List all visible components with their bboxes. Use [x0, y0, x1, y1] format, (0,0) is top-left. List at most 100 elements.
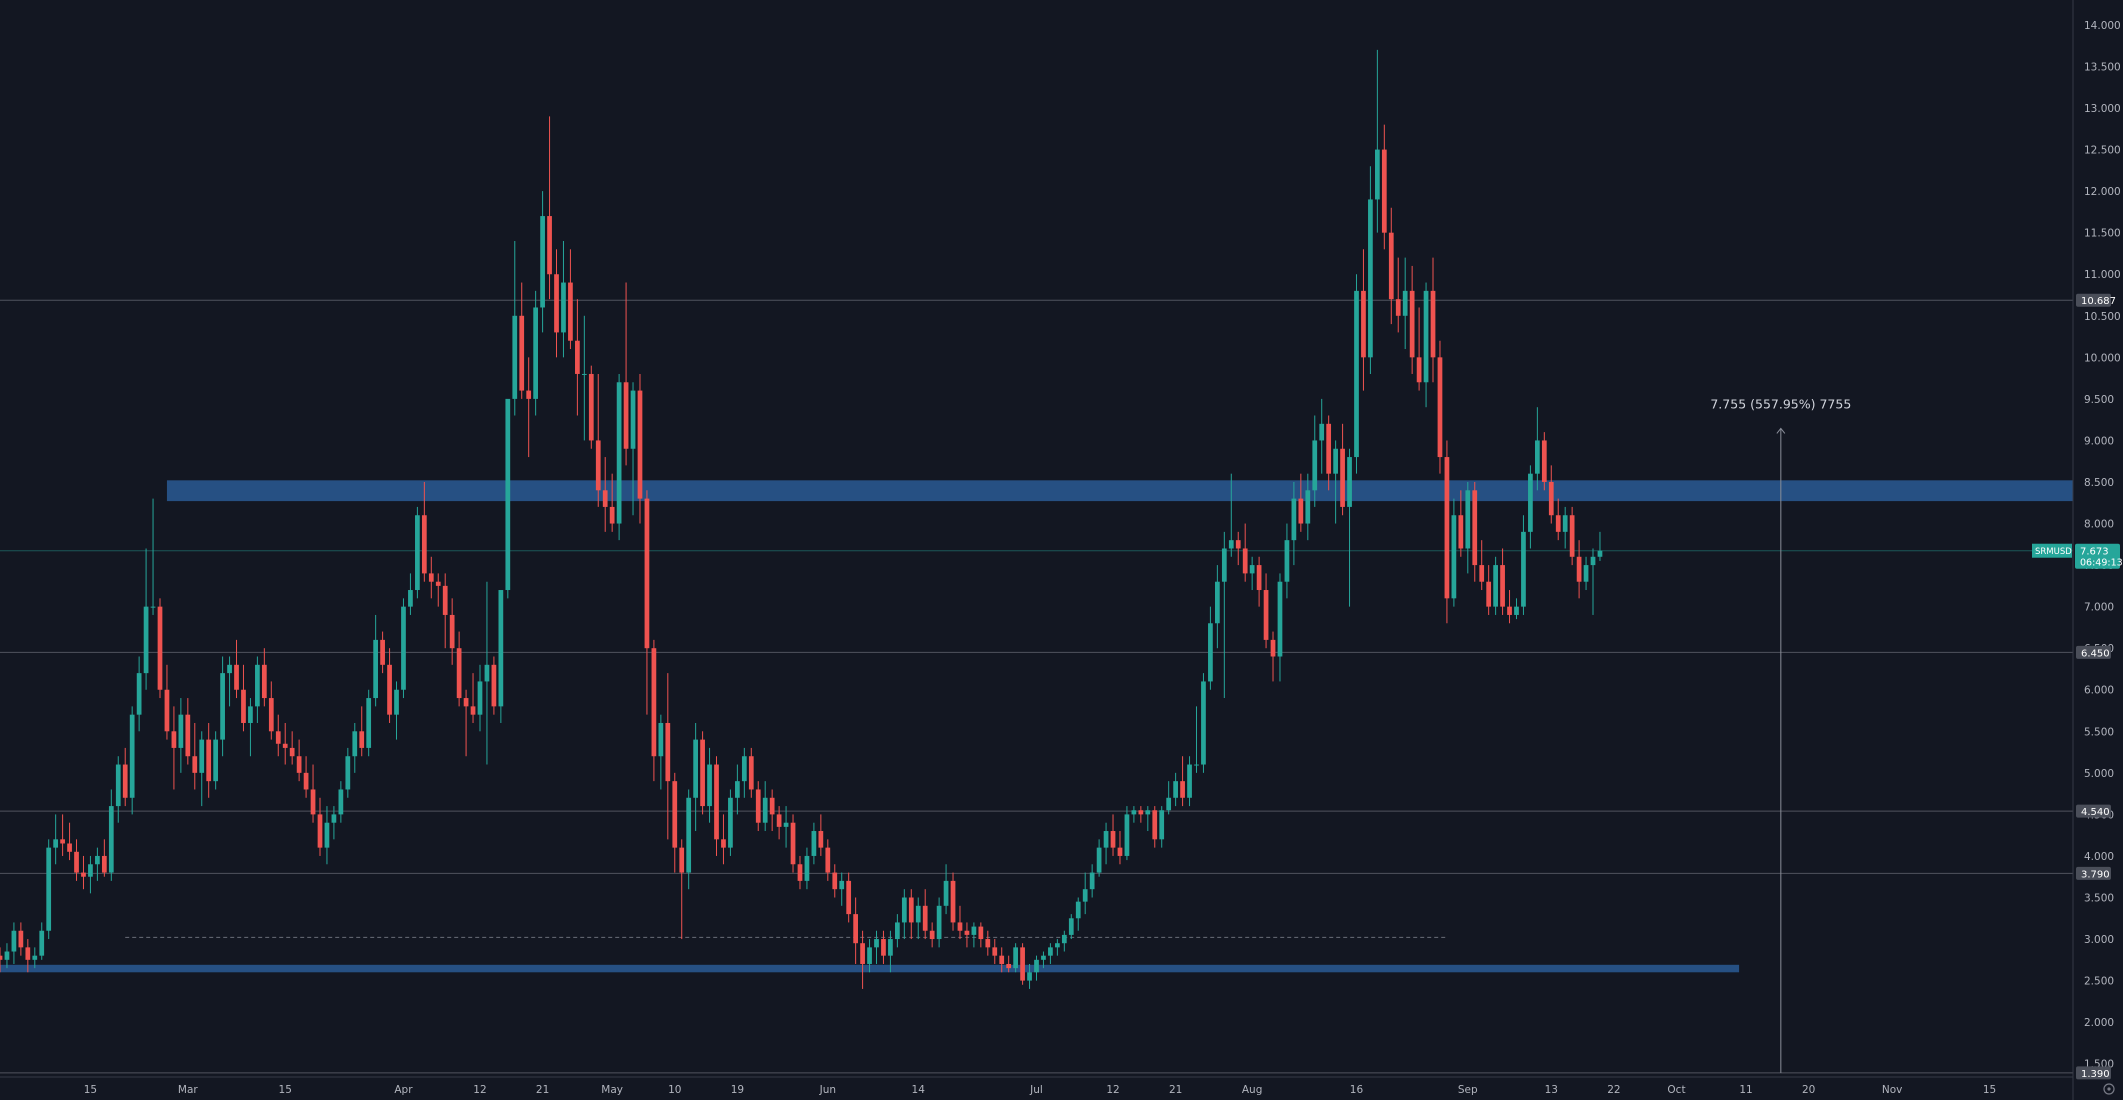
price-tick-label: 2.500: [2084, 976, 2114, 988]
candle-body: [108, 806, 114, 873]
settings-icon-dot: [2107, 1087, 2111, 1091]
time-tick-label: 10: [668, 1084, 681, 1096]
settings-icon[interactable]: [2103, 1083, 2115, 1095]
candle-body: [1110, 831, 1116, 848]
candle-body: [1402, 290, 1408, 316]
candle-body: [1590, 556, 1596, 566]
candle-body: [575, 340, 580, 374]
candle-body: [192, 756, 198, 773]
candle-body: [992, 947, 998, 956]
price-tick-label: 3.500: [2084, 893, 2114, 905]
candle-body: [303, 772, 309, 790]
candle-body: [797, 864, 803, 881]
candle-body: [1319, 423, 1325, 441]
candle-body: [1013, 947, 1018, 969]
candle-body: [394, 689, 399, 715]
candle-body: [310, 789, 316, 815]
candle-body: [602, 490, 608, 507]
candle-body: [895, 922, 900, 940]
candle-body: [533, 307, 539, 399]
candle-body: [818, 831, 824, 848]
time-tick-label: 21: [536, 1084, 549, 1096]
candle-body: [1312, 440, 1318, 491]
candle-body: [60, 839, 65, 844]
candle-body: [81, 872, 86, 877]
candle-body: [484, 664, 490, 682]
candle-body: [88, 864, 93, 877]
candle-body: [1597, 550, 1603, 557]
price-tick-label: 4.000: [2084, 851, 2114, 863]
measure-tool[interactable]: 7.755 (557.95%) 7755: [1710, 396, 1851, 1073]
candle-body: [213, 739, 219, 782]
candle-body: [1541, 440, 1547, 482]
candle-body: [275, 731, 281, 744]
candle-body: [1562, 515, 1568, 532]
candle-body: [1256, 565, 1262, 591]
candle-body: [874, 939, 879, 948]
support-resistance-zone[interactable]: [166, 480, 2074, 502]
candle-body: [456, 648, 462, 699]
candle-body: [1284, 540, 1290, 582]
candle-body: [1291, 498, 1297, 541]
measure-arrow-icon: [1776, 427, 1786, 434]
candle-body: [1173, 781, 1178, 798]
time-tick-label: Sep: [1458, 1084, 1478, 1096]
candle-body: [1298, 498, 1304, 524]
candle-body: [1194, 764, 1199, 766]
candle-body: [700, 739, 705, 807]
price-tick-label: 8.000: [2084, 519, 2114, 531]
candle-body: [505, 398, 511, 591]
time-axis[interactable]: 15 Mar 15 Apr 12 21 May 10 19 Jun 14 Jul 12 21 Aug 16 Se…: [0, 1076, 2073, 1096]
price-tick-label: 11.000: [2084, 269, 2121, 281]
candle-body: [282, 743, 288, 748]
candle-body: [491, 664, 497, 707]
candle-body: [1444, 457, 1450, 599]
candle-body: [352, 731, 358, 757]
price-level-tag-text: 6.450: [2081, 648, 2110, 659]
candle-body: [922, 905, 928, 931]
candle-body: [122, 764, 128, 798]
candle-body: [1103, 831, 1109, 848]
candle-body: [561, 282, 566, 333]
candle-body: [1486, 581, 1492, 607]
candle-body: [345, 756, 351, 790]
candle-body: [241, 689, 246, 723]
candle-body: [957, 922, 963, 931]
candle-body: [915, 905, 921, 923]
time-tick-label: Jul: [1029, 1084, 1043, 1096]
candle-body: [1215, 581, 1220, 624]
candle-body: [581, 373, 587, 375]
candle-body: [755, 789, 761, 823]
candle-body: [519, 315, 525, 391]
candle-body: [978, 926, 984, 940]
candle-body: [115, 764, 121, 807]
price-tick-label: 10.500: [2084, 311, 2121, 323]
candle-body: [1061, 934, 1067, 944]
candle-body: [1514, 606, 1519, 615]
last-price-tag: [2075, 543, 2120, 569]
price-tick-label: 3.000: [2084, 934, 2114, 946]
price-labels-layer: 10.687 6.450 4.540 3.790 1.390 SRMUSD 7.67306:…: [2032, 293, 2123, 1080]
time-tick-label: 11: [1739, 1084, 1752, 1096]
time-tick-label: 22: [1607, 1084, 1620, 1096]
candle-body: [248, 706, 253, 723]
candle-body: [268, 698, 274, 732]
price-tick-label: 14.000: [2084, 20, 2121, 32]
time-tick-label: 19: [731, 1084, 744, 1096]
candle-body: [1145, 810, 1151, 815]
candle-body: [1228, 540, 1234, 549]
candle-body: [623, 382, 629, 449]
time-tick-label: 12: [1106, 1084, 1119, 1096]
candle-body: [1166, 797, 1172, 811]
candle-body: [1423, 290, 1429, 383]
candle-body: [1347, 457, 1352, 507]
price-level-tag-text: 10.687: [2081, 296, 2116, 307]
last-price-value: 7.673: [2080, 547, 2109, 558]
candle-body: [1507, 606, 1512, 615]
candle-body: [185, 714, 191, 757]
candle-body: [32, 955, 38, 960]
candle-body: [853, 914, 858, 944]
price-tick-label: 5.000: [2084, 768, 2114, 780]
candle-body: [1055, 943, 1060, 948]
